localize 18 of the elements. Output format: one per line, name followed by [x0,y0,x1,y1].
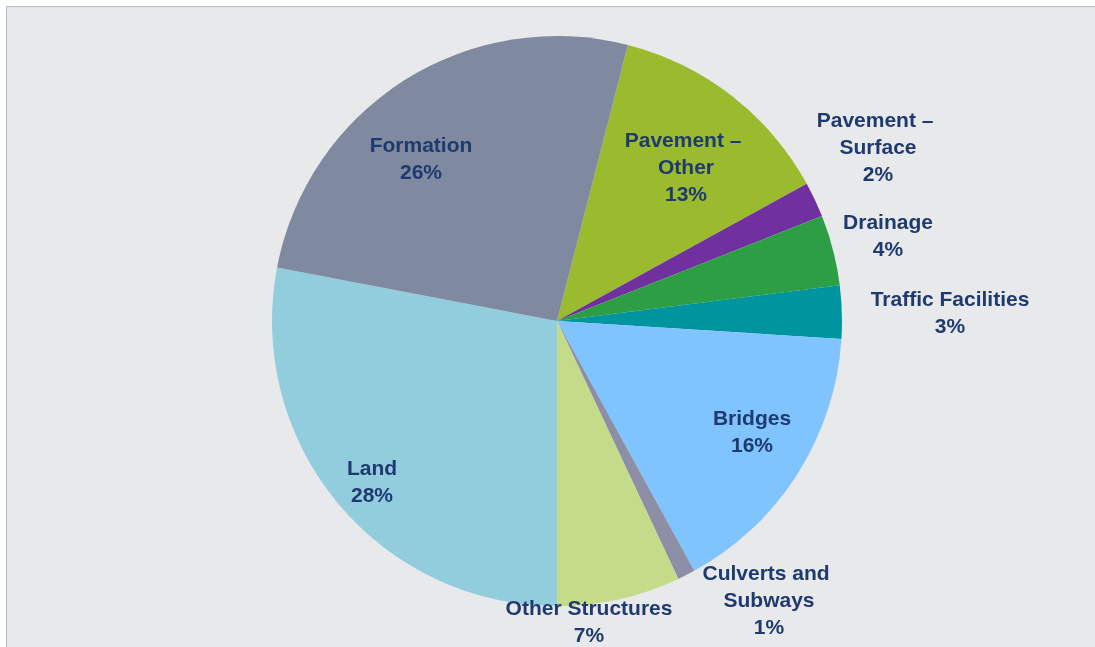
data-label: 13% [664,181,708,205]
slice-label: Formation [369,133,473,156]
slice-label: Culverts and Subways [702,560,836,611]
data-label: 2% [862,161,894,185]
data-label: 7% [573,623,605,646]
slice-label: Land [346,456,398,479]
data-label: 4% [872,237,904,260]
slice-label: Traffic Facilities [870,287,1030,310]
data-label: 28% [350,483,394,506]
slice-label: Bridges [712,406,792,429]
slice-label: Drainage [843,210,933,233]
data-label: 3% [934,314,966,337]
slice-label: Pavement – Surface [816,107,940,158]
slice-label: Other Structures [505,596,673,619]
data-label: 1% [753,614,785,638]
data-label: 16% [730,433,774,456]
slice-label: Pavement – Other [624,127,748,178]
data-label: 26% [399,160,443,183]
